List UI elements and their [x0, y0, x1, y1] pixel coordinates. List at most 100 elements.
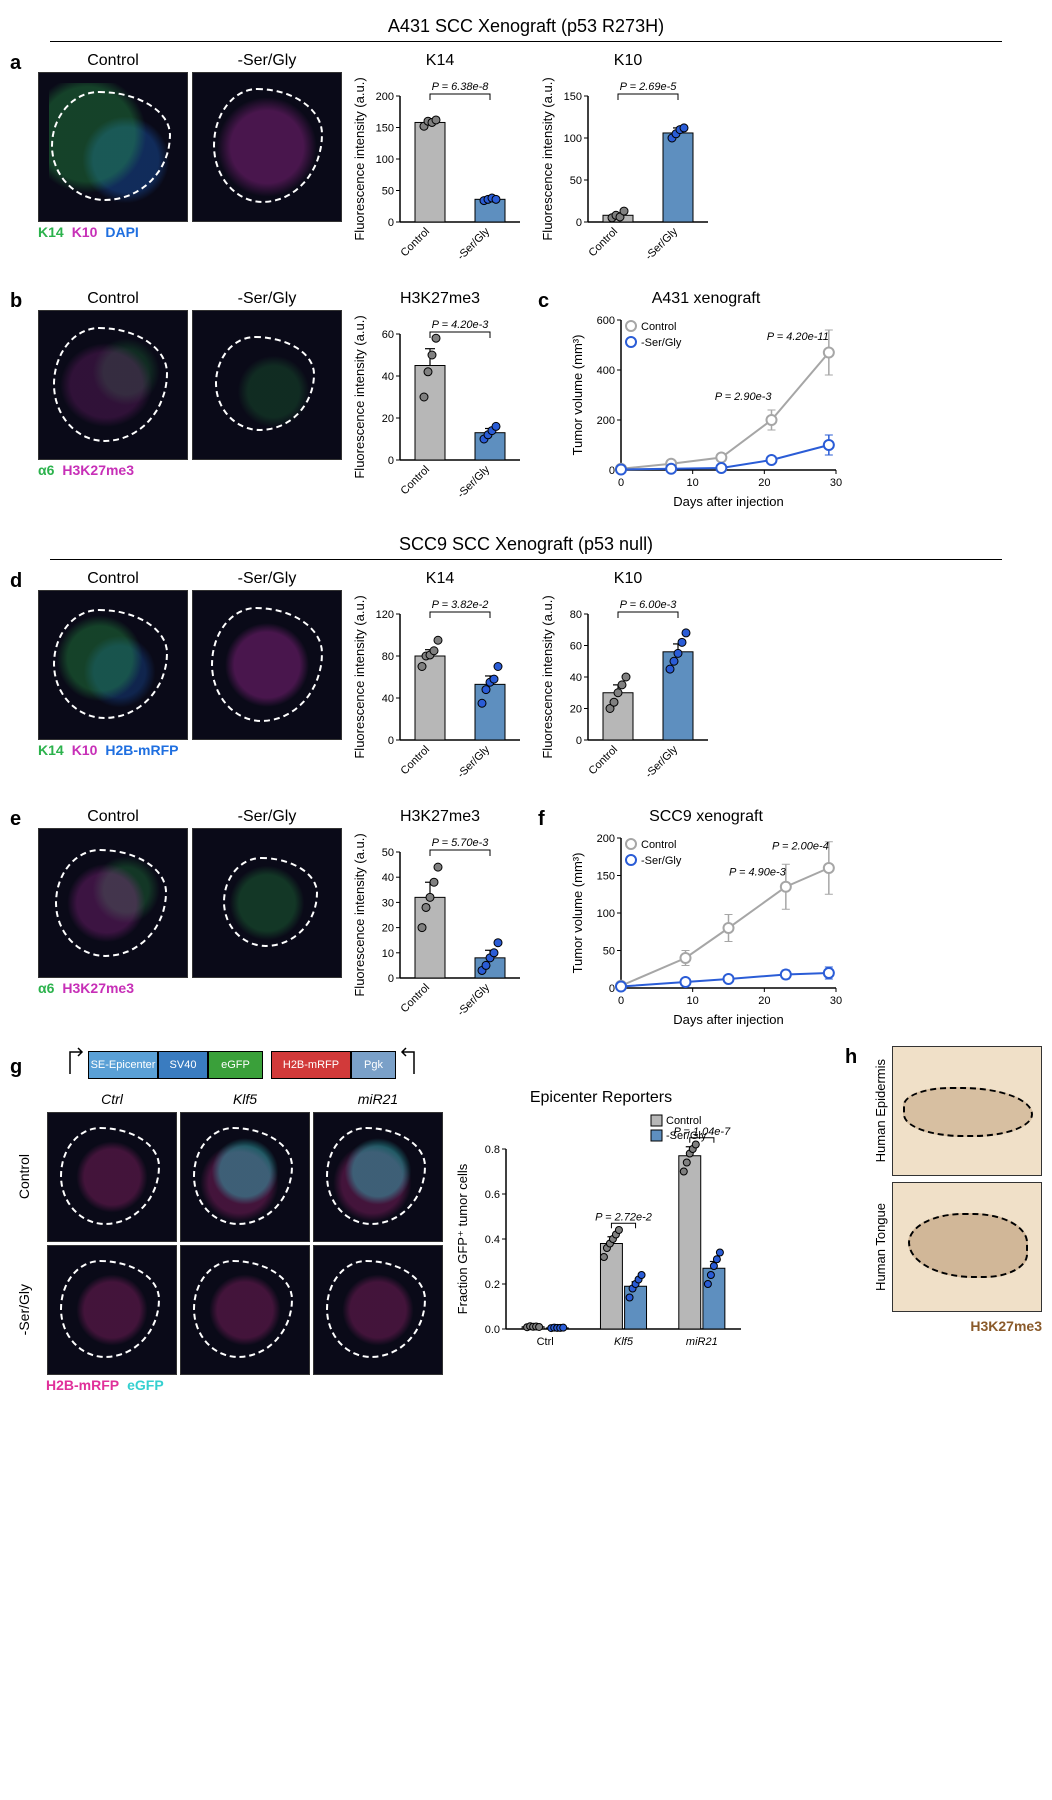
- ihc-label-tongue: Human Tongue: [873, 1203, 888, 1291]
- panel-ef-row: e Control -Ser/Gly: [10, 808, 1042, 1038]
- micrograph-d-sergly: [192, 590, 342, 740]
- svg-text:50: 50: [382, 847, 394, 859]
- panel-d-micrographs: Control -Ser/Gly K14 K10 H2B-: [38, 570, 342, 758]
- micrograph-e-sergly: [192, 828, 342, 978]
- svg-text:0: 0: [609, 983, 615, 995]
- svg-text:50: 50: [570, 175, 582, 187]
- svg-text:0: 0: [388, 973, 394, 985]
- micrograph-b-control: [38, 310, 188, 460]
- svg-text:-Ser/Gly: -Ser/Gly: [455, 981, 492, 1018]
- svg-text:20: 20: [758, 477, 770, 489]
- svg-text:Tumor volume (mm³): Tumor volume (mm³): [570, 853, 585, 974]
- svg-text:200: 200: [376, 91, 394, 103]
- ihc-tongue: [892, 1182, 1042, 1312]
- stain-legend-g: H2B-mRFP eGFP: [46, 1377, 837, 1393]
- micrograph-g--ser/gly-mir21: [313, 1245, 443, 1375]
- svg-text:Fluorescence intensity (a.u.): Fluorescence intensity (a.u.): [352, 315, 367, 478]
- micrograph-g-control-mir21: [313, 1112, 443, 1242]
- panel-label-a: a: [10, 52, 30, 75]
- chart-d-k14: K14 04080120Control-Ser/GlyP = 3.82e-2Fl…: [350, 570, 530, 800]
- svg-text:30: 30: [382, 897, 394, 909]
- svg-text:miR21: miR21: [686, 1336, 718, 1348]
- micrograph-e-control: [38, 828, 188, 978]
- construct-box-egfp: eGFP: [208, 1051, 263, 1079]
- svg-text:0: 0: [609, 465, 615, 477]
- svg-text:0: 0: [618, 477, 624, 489]
- svg-text:Ctrl: Ctrl: [537, 1336, 554, 1348]
- svg-text:0.0: 0.0: [485, 1324, 500, 1336]
- svg-text:P = 4.90e-3: P = 4.90e-3: [729, 867, 787, 879]
- svg-text:Control: Control: [399, 464, 433, 498]
- chart-c-growth: A431 xenograft 02004006000102030Control-…: [566, 290, 846, 510]
- construct-box-pgk: Pgk: [351, 1051, 396, 1079]
- svg-text:-Ser/Gly: -Ser/Gly: [455, 225, 492, 262]
- micrograph-d-control: [38, 590, 188, 740]
- svg-text:10: 10: [687, 477, 699, 489]
- svg-text:P = 2.72e-2: P = 2.72e-2: [595, 1211, 652, 1223]
- panel-label-d: d: [10, 570, 30, 593]
- svg-text:Control: Control: [399, 226, 433, 260]
- panel-gh-row: g SE-EpicenterSV40eGFPH2B-mRFPPgk CtrlKl…: [10, 1046, 1042, 1393]
- panel-a-row: a Control -Ser/Gly: [10, 52, 1042, 282]
- section-title-scc9: SCC9 SCC Xenograft (p53 null): [50, 534, 1002, 560]
- svg-text:-Ser/Gly: -Ser/Gly: [641, 855, 682, 867]
- chart-e-h3k27me3: H3K27me3 01020304050Control-Ser/GlyP = 5…: [350, 808, 530, 1038]
- svg-text:20: 20: [382, 413, 394, 425]
- ihc-label-epidermis: Human Epidermis: [873, 1059, 888, 1162]
- col-header: Klf5: [180, 1091, 310, 1107]
- svg-text:10: 10: [687, 995, 699, 1007]
- svg-text:P = 5.70e-3: P = 5.70e-3: [432, 837, 490, 849]
- svg-text:50: 50: [603, 946, 615, 958]
- micrograph-g--ser/gly-ctrl: [47, 1245, 177, 1375]
- svg-text:Control: Control: [399, 744, 433, 778]
- micrograph-a-sergly: [192, 72, 342, 222]
- svg-text:20: 20: [382, 923, 394, 935]
- svg-text:Days after injection: Days after injection: [673, 1012, 784, 1027]
- svg-text:-Ser/Gly: -Ser/Gly: [643, 225, 680, 262]
- svg-text:P = 2.69e-5: P = 2.69e-5: [620, 81, 678, 93]
- col-header: miR21: [313, 1091, 443, 1107]
- svg-text:0: 0: [388, 455, 394, 467]
- svg-text:Fluorescence intensity (a.u.): Fluorescence intensity (a.u.): [540, 595, 555, 758]
- svg-text:Control: Control: [587, 226, 621, 260]
- section-title-a431: A431 SCC Xenograft (p53 R273H): [50, 16, 1002, 42]
- svg-text:0: 0: [576, 217, 582, 229]
- construct-box-h2b-mrfp: H2B-mRFP: [271, 1051, 351, 1079]
- svg-text:0.6: 0.6: [485, 1189, 500, 1201]
- stain-legend-b: α6 H3K27me3: [38, 462, 342, 478]
- micrograph-b-sergly: [192, 310, 342, 460]
- svg-text:-Ser/Gly: -Ser/Gly: [643, 743, 680, 780]
- svg-text:20: 20: [570, 704, 582, 716]
- panel-bc-row: b Control -Ser/Gly: [10, 290, 1042, 520]
- ihc-epidermis: [892, 1046, 1042, 1176]
- chart-b-h3k27me3: H3K27me3 0204060Control-Ser/GlyP = 4.20e…: [350, 290, 530, 520]
- panel-label-g: g: [10, 1056, 30, 1079]
- svg-text:Fraction GFP⁺ tumor cells: Fraction GFP⁺ tumor cells: [455, 1163, 470, 1314]
- svg-text:0.2: 0.2: [485, 1279, 500, 1291]
- svg-text:Days after injection: Days after injection: [673, 494, 784, 509]
- chart-a-k10: K10 050100150Control-Ser/GlyP = 2.69e-5F…: [538, 52, 718, 282]
- panel-label-h: h: [845, 1046, 865, 1069]
- svg-text:100: 100: [564, 133, 582, 145]
- svg-text:40: 40: [382, 371, 394, 383]
- svg-text:200: 200: [597, 833, 615, 845]
- panel-b-micrographs: Control -Ser/Gly α6 H3K27me3: [38, 290, 342, 478]
- svg-text:P = 4.20e-3: P = 4.20e-3: [432, 319, 490, 331]
- svg-text:Fluorescence intensity (a.u.): Fluorescence intensity (a.u.): [352, 595, 367, 758]
- svg-text:-Ser/Gly: -Ser/Gly: [455, 463, 492, 500]
- svg-text:P = 2.00e-4: P = 2.00e-4: [772, 840, 829, 852]
- chart-a-k14: K14 050100150200Control-Ser/GlyP = 6.38e…: [350, 52, 530, 282]
- svg-text:Control: Control: [666, 1115, 701, 1127]
- col-header: Ctrl: [47, 1091, 177, 1107]
- svg-text:30: 30: [830, 477, 842, 489]
- svg-text:60: 60: [570, 641, 582, 653]
- svg-text:150: 150: [376, 123, 394, 135]
- micrograph-g-control-ctrl: [47, 1112, 177, 1242]
- panel-label-c: c: [538, 290, 558, 313]
- chart-d-k10: K10 020406080Control-Ser/GlyP = 6.00e-3F…: [538, 570, 718, 800]
- stain-legend-e: α6 H3K27me3: [38, 980, 342, 996]
- construct-schematic: SE-EpicenterSV40eGFPH2B-mRFPPgk: [68, 1046, 416, 1083]
- row-label: -Ser/Gly: [16, 1284, 44, 1335]
- svg-text:80: 80: [382, 651, 394, 663]
- svg-text:150: 150: [597, 871, 615, 883]
